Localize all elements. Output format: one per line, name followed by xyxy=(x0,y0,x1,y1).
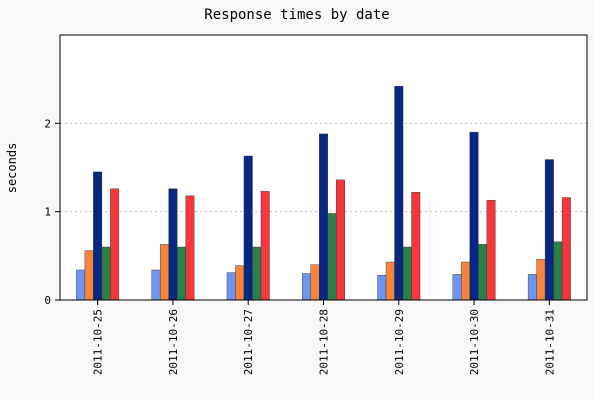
bar xyxy=(84,250,94,301)
bar xyxy=(76,269,86,301)
x-tick-label: 2011-10-30 xyxy=(468,309,481,375)
x-tick-label: 2011-10-27 xyxy=(242,309,255,375)
bar xyxy=(252,246,262,301)
bar xyxy=(536,259,546,301)
y-tick-label: 0 xyxy=(44,294,51,307)
chart-title: Response times by date xyxy=(204,7,389,23)
bar xyxy=(176,246,186,301)
x-tick-label: 2011-10-28 xyxy=(318,309,331,375)
bar xyxy=(168,188,178,301)
bar xyxy=(327,213,337,301)
y-axis-label: seconds xyxy=(5,143,19,194)
y-tick-label: 2 xyxy=(44,117,51,130)
bar xyxy=(385,261,395,301)
bar xyxy=(159,244,169,301)
bar xyxy=(402,246,412,301)
bar xyxy=(553,241,563,301)
bar xyxy=(110,188,120,301)
bar xyxy=(336,179,345,301)
bar xyxy=(527,274,537,301)
bar xyxy=(561,197,571,301)
bar xyxy=(461,261,471,301)
bar xyxy=(486,199,496,301)
y-tick-label: 1 xyxy=(44,206,51,219)
bar xyxy=(235,265,245,301)
bar xyxy=(452,274,462,301)
bar xyxy=(544,159,554,301)
bar xyxy=(302,273,311,301)
bar xyxy=(310,264,320,301)
bar xyxy=(411,192,421,301)
x-tick-label: 2011-10-25 xyxy=(92,309,105,375)
bar xyxy=(151,269,161,301)
axis-ticks: 0 1 2 2011-10-25 2011-10-26 2011-10-27 2011-10… xyxy=(44,117,556,375)
bar xyxy=(478,244,488,301)
bar xyxy=(243,155,253,301)
x-tick-label: 2011-10-31 xyxy=(543,309,556,375)
bar xyxy=(185,195,195,301)
bar xyxy=(319,133,328,301)
bar xyxy=(394,86,404,301)
bar xyxy=(260,191,270,301)
bars xyxy=(76,86,571,301)
bar xyxy=(377,275,387,301)
bar xyxy=(93,171,103,301)
x-tick-label: 2011-10-26 xyxy=(167,309,180,375)
bar xyxy=(101,246,111,301)
bar xyxy=(226,272,236,301)
bar xyxy=(469,131,479,301)
x-tick-label: 2011-10-29 xyxy=(393,309,406,375)
